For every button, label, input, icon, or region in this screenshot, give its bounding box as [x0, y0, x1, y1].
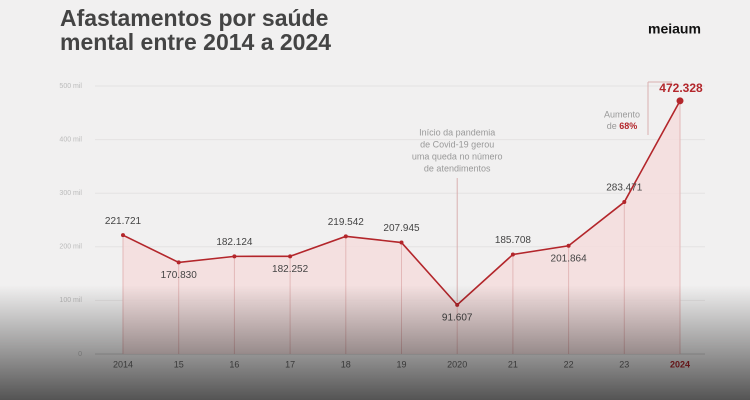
point — [288, 254, 293, 259]
value-label: 185.708 — [495, 235, 532, 246]
y-tick-label: 300 mil — [59, 190, 82, 197]
x-tick-label: 22 — [564, 359, 574, 369]
point — [121, 233, 125, 238]
value-label: 221.721 — [105, 216, 142, 227]
x-tick-label: 16 — [229, 359, 239, 369]
y-tick-label: 0 — [78, 351, 82, 358]
point — [232, 254, 237, 259]
value-label: 182.252 — [272, 264, 309, 275]
point — [176, 260, 181, 265]
annotation: de Covid-19 gerou — [420, 139, 494, 149]
point — [676, 97, 684, 105]
x-tick-label: 19 — [396, 359, 406, 369]
x-tick-label: 15 — [174, 359, 184, 369]
x-tick-label: 21 — [508, 359, 518, 369]
value-label: 283.471 — [606, 183, 643, 194]
x-tick-label: 18 — [341, 359, 351, 369]
point — [455, 302, 460, 307]
x-tick-label: 2020 — [447, 359, 467, 369]
annotation-text: de — [607, 121, 617, 131]
value-label: 207.945 — [383, 223, 420, 234]
y-tick-label: 500 mil — [59, 83, 82, 90]
value-label: 472.328 — [659, 81, 703, 95]
annotation: Aumento — [604, 109, 640, 119]
value-label: 170.830 — [161, 270, 198, 281]
chart-title: mental entre 2014 a 2024 — [60, 29, 331, 55]
x-tick-label: 23 — [619, 359, 629, 369]
point — [566, 243, 571, 248]
x-tick-label: 17 — [285, 359, 295, 369]
x-tick-label: 2014 — [113, 359, 133, 369]
annotation: uma queda no número — [412, 151, 503, 161]
point — [399, 240, 404, 245]
value-label: 182.124 — [216, 237, 253, 248]
y-tick-label: 100 mil — [59, 297, 82, 304]
brand: meiaum — [648, 21, 701, 37]
annotation: de 68% — [607, 121, 638, 131]
value-label: 91.607 — [442, 313, 473, 324]
point — [510, 252, 515, 257]
chart-title: Afastamentos por saúde — [60, 5, 328, 31]
y-tick-label: 400 mil — [59, 136, 82, 143]
point — [343, 234, 348, 239]
point — [622, 200, 627, 205]
value-label: 219.542 — [328, 217, 365, 228]
x-tick-label: 2024 — [670, 359, 690, 369]
y-tick-label: 200 mil — [59, 244, 82, 251]
annotation: Início da pandemia — [419, 127, 495, 137]
annotation-highlight: 68% — [619, 121, 637, 131]
annotation: de atendimentos — [424, 163, 491, 173]
value-label: 201.864 — [551, 253, 588, 264]
